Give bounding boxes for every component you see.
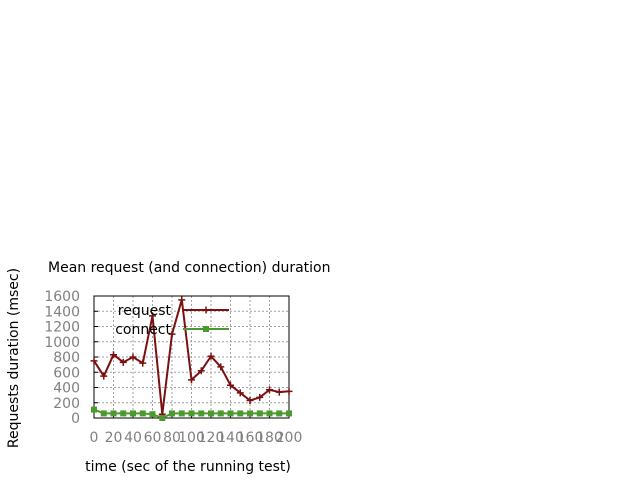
data-point (169, 410, 175, 417)
x-tick-label: 20 (105, 430, 123, 446)
data-point (275, 388, 283, 396)
data-point (276, 410, 283, 417)
data-point (266, 410, 273, 417)
data-point (227, 381, 234, 389)
x-tick-label: 140 (217, 430, 244, 446)
x-tick-label: 40 (124, 430, 142, 446)
x-tick-label: 60 (144, 430, 162, 446)
y-tick-label: 800 (53, 350, 80, 366)
data-point (130, 410, 136, 417)
y-tick-label: 1000 (44, 335, 80, 351)
y-tick-label: 600 (53, 365, 80, 381)
data-point (246, 396, 254, 404)
series-layer (90, 296, 293, 421)
y-axis-label: Requests duration (msec) (6, 268, 22, 448)
data-point (149, 312, 156, 320)
data-point (129, 353, 137, 361)
data-point (91, 406, 97, 413)
data-point (119, 358, 127, 366)
y-tick-label: 400 (53, 381, 80, 397)
data-point (139, 410, 146, 417)
data-point (120, 410, 127, 417)
x-tick-label: 0 (90, 430, 99, 446)
x-axis-label: time (sec of the running test) (85, 459, 291, 475)
data-point (286, 410, 292, 417)
data-point (159, 415, 166, 421)
data-point (178, 410, 185, 417)
data-point (227, 410, 234, 417)
x-tick-label: 180 (256, 430, 283, 446)
data-point (237, 410, 244, 417)
data-point (203, 326, 209, 332)
legend-label: connect (115, 322, 171, 338)
x-tick-label: 100 (178, 430, 205, 446)
data-point (188, 376, 195, 384)
y-tick-label: 1400 (44, 304, 80, 320)
data-point (168, 330, 176, 338)
data-point (202, 306, 210, 314)
series-request (90, 296, 293, 418)
data-point (247, 410, 253, 417)
data-point (256, 393, 264, 401)
x-tick-label: 160 (237, 430, 264, 446)
legend: request connect (115, 303, 229, 338)
x-tick-label: 200 (276, 430, 303, 446)
data-point (217, 410, 224, 417)
data-point (149, 411, 156, 418)
data-point (197, 367, 205, 375)
data-point (198, 410, 205, 417)
data-point (178, 296, 186, 304)
series-connect (91, 406, 292, 421)
data-point (207, 352, 215, 360)
data-point (285, 387, 293, 395)
data-point (110, 351, 117, 359)
legend-label: request (118, 303, 172, 319)
data-point (208, 410, 214, 417)
data-point (90, 357, 98, 365)
data-point (100, 410, 107, 417)
y-tick-label: 1200 (44, 320, 80, 336)
data-point (100, 372, 108, 380)
data-point (110, 410, 117, 417)
chart-title: Mean request (and connection) duration (48, 260, 330, 276)
data-point (217, 363, 225, 371)
data-point (256, 410, 263, 417)
data-point (266, 386, 273, 394)
y-tick-label: 1600 (44, 289, 80, 305)
y-tick-label: 200 (53, 396, 80, 412)
x-tick-label: 80 (163, 430, 181, 446)
data-point (236, 389, 244, 397)
y-tick-label: 0 (71, 411, 80, 427)
data-point (188, 410, 195, 417)
data-point (139, 359, 147, 367)
x-tick-label: 120 (198, 430, 225, 446)
